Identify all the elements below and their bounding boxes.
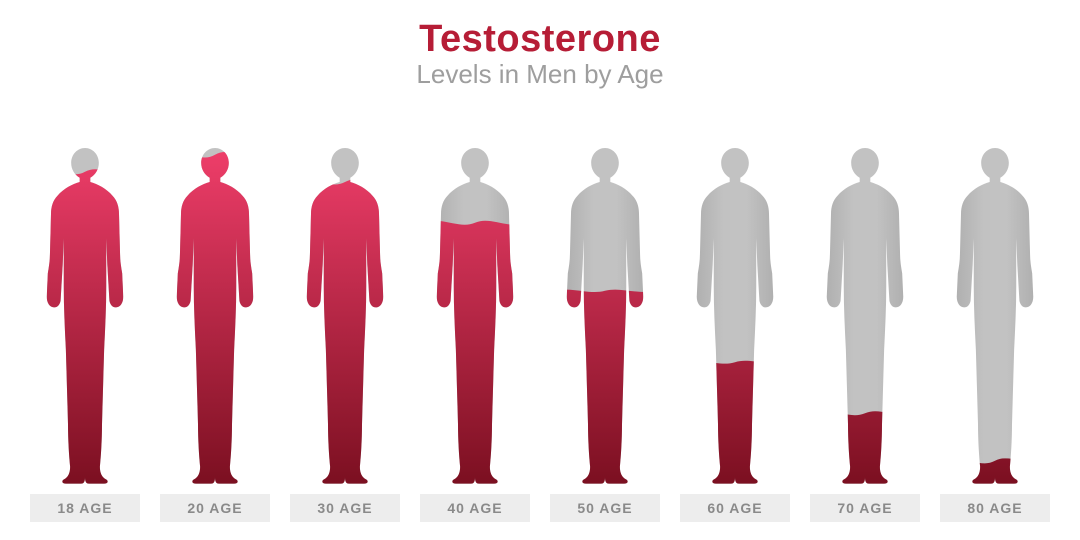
human-figure [160,148,270,488]
age-label: 50 AGE [550,494,660,522]
human-figure [30,148,140,488]
human-figure [550,148,660,488]
figure-cell: 80 AGE [940,148,1050,522]
figure-cell: 60 AGE [680,148,790,522]
age-label: 18 AGE [30,494,140,522]
human-figure [290,148,400,488]
human-figure [940,148,1050,488]
figure-cell: 40 AGE [420,148,530,522]
age-label: 70 AGE [810,494,920,522]
figure-cell: 70 AGE [810,148,920,522]
figure-cell: 30 AGE [290,148,400,522]
title: Testosterone [419,18,661,61]
human-figure [680,148,790,488]
age-label: 20 AGE [160,494,270,522]
figure-cell: 20 AGE [160,148,270,522]
subtitle: Levels in Men by Age [416,59,663,90]
human-figure [810,148,920,488]
figure-cell: 50 AGE [550,148,660,522]
human-figure [420,148,530,488]
age-label: 60 AGE [680,494,790,522]
age-label: 30 AGE [290,494,400,522]
figure-cell: 18 AGE [30,148,140,522]
age-label: 40 AGE [420,494,530,522]
age-label: 80 AGE [940,494,1050,522]
infographic-root: Testosterone Levels in Men by Age 18 [0,0,1080,540]
figure-row: 18 AGE 20 AGE [0,90,1080,540]
